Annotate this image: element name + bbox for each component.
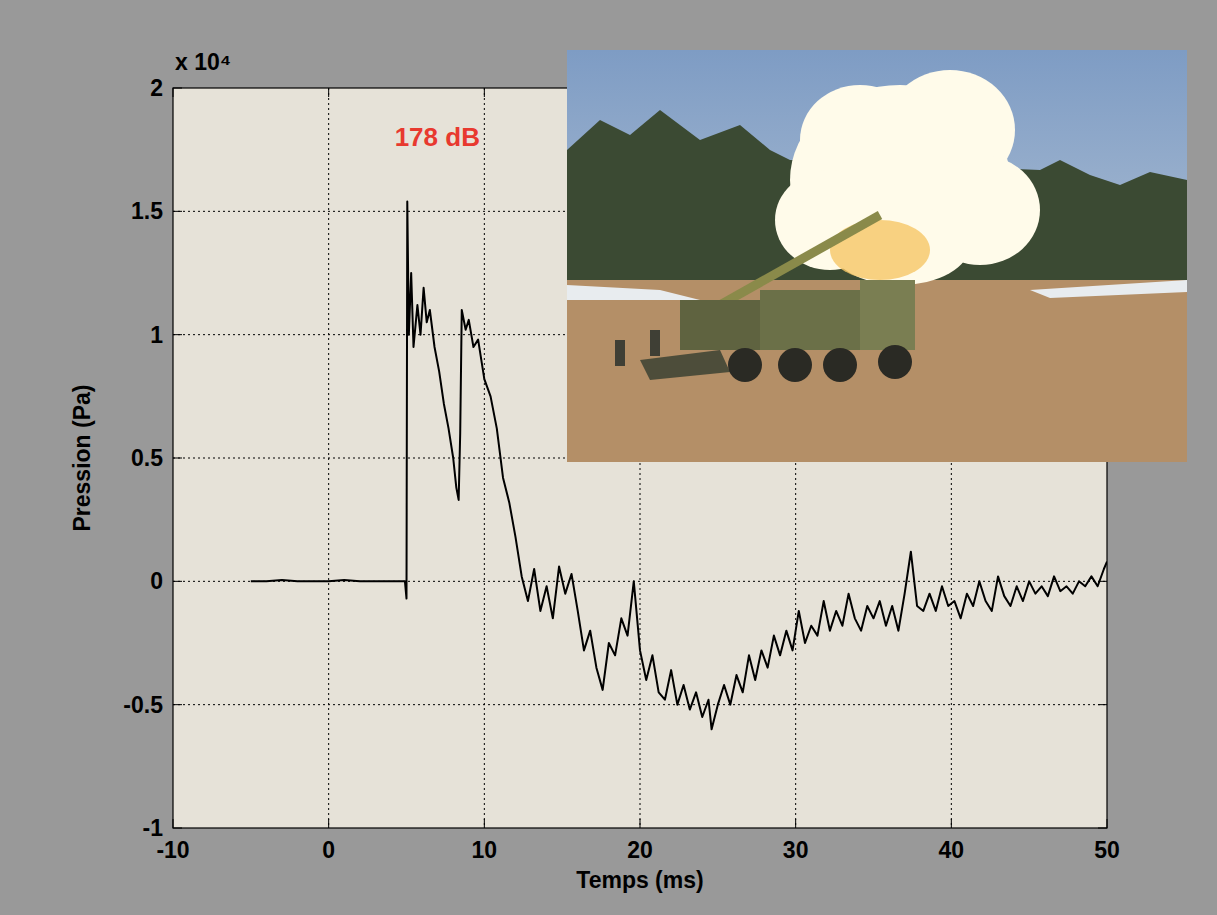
y-grid-line <box>173 704 1107 705</box>
y-tick <box>1098 704 1107 705</box>
photo-snow <box>567 285 700 300</box>
x-tick-label: 20 <box>627 837 653 863</box>
y-tick-label: 1.5 <box>131 198 163 224</box>
y-tick <box>173 581 182 582</box>
photo-wheel <box>728 348 762 382</box>
y-tick-label: -1 <box>143 815 164 841</box>
photo-wheel <box>778 348 812 382</box>
photo-wheel <box>878 345 912 379</box>
photo-truck <box>615 215 915 382</box>
x-tick <box>640 819 641 828</box>
annotation: 178 dB <box>395 122 480 152</box>
x-tick-label: 30 <box>783 837 809 863</box>
y-tick <box>173 458 182 459</box>
y-tick-label: 0.5 <box>131 445 163 471</box>
photo-content <box>567 50 1187 462</box>
figure-background <box>0 0 1217 915</box>
x-tick <box>328 819 329 828</box>
x-tick <box>951 819 952 828</box>
x-tick <box>328 88 329 97</box>
photo-fireball-part <box>830 205 970 285</box>
x-tick-label: 10 <box>472 837 498 863</box>
photo-soldier <box>615 340 625 366</box>
y-tick <box>173 211 182 212</box>
x-tick <box>484 819 485 828</box>
x-tick-label: 0 <box>322 837 335 863</box>
x-axis-title: Temps (ms) <box>576 867 703 893</box>
y-tick-label: 1 <box>150 322 163 348</box>
photo-gun-mount <box>680 300 770 350</box>
photo-ground <box>567 280 1187 462</box>
photo-fireball-glow <box>830 220 930 280</box>
x-tick-label: 40 <box>939 837 965 863</box>
y-tick-label: 0 <box>150 568 163 594</box>
photo-cab <box>860 280 915 350</box>
y-multiplier: x 10⁴ <box>175 49 231 75</box>
photo-wheel <box>823 348 857 382</box>
x-tick <box>484 88 485 97</box>
y-tick <box>173 704 182 705</box>
y-tick <box>173 334 182 335</box>
photo-snow <box>1030 280 1187 298</box>
photo-soldier <box>650 330 660 356</box>
y-axis-title: Pression (Pa) <box>69 385 95 532</box>
figure: -1001020304050-1-0.500.511.52Temps (ms)P… <box>0 0 1217 915</box>
y-tick-label: -0.5 <box>123 692 163 718</box>
photo-sky <box>567 50 1187 462</box>
x-tick <box>795 819 796 828</box>
x-tick-label: 50 <box>1094 837 1120 863</box>
photo-inset <box>567 50 1187 462</box>
y-tick-label: 2 <box>150 75 163 101</box>
